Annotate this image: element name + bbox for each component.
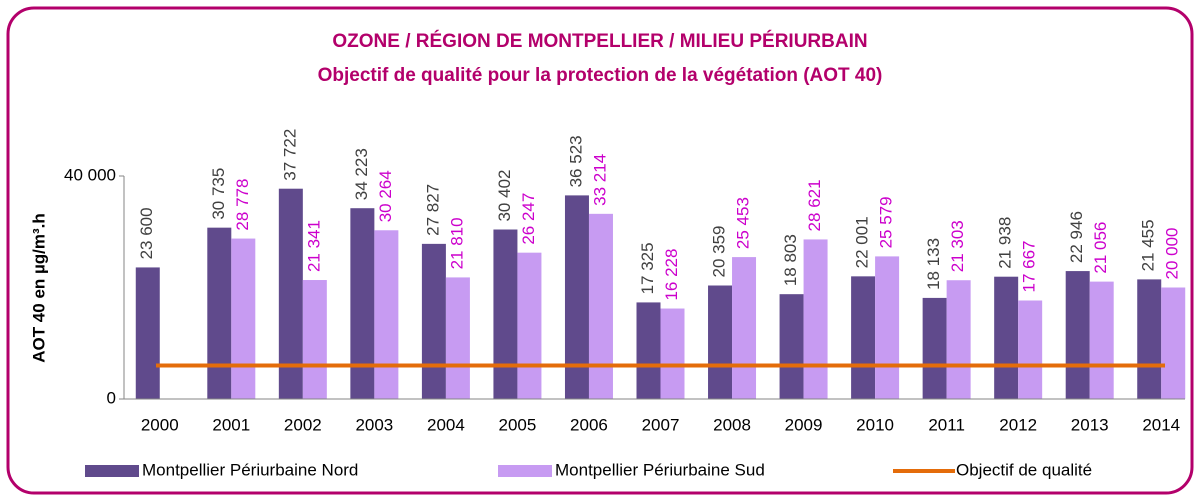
- value-label: 30 402: [495, 170, 514, 222]
- bar: [708, 285, 733, 399]
- bar: [588, 213, 613, 399]
- value-label: 23 600: [137, 207, 156, 259]
- value-label: 21 455: [1139, 219, 1158, 271]
- bar: [517, 252, 542, 399]
- value-label: 18 133: [924, 238, 943, 290]
- bar: [207, 227, 232, 399]
- bar: [350, 208, 375, 399]
- value-label: 20 000: [1163, 228, 1182, 280]
- x-tick-label: 2005: [499, 415, 537, 434]
- value-label: 34 223: [352, 148, 371, 200]
- legend-swatch: [498, 465, 552, 477]
- value-label: 21 810: [447, 217, 466, 269]
- x-tick-label: 2012: [999, 415, 1037, 434]
- x-tick-label: 2007: [642, 415, 680, 434]
- x-tick-label: 2011: [928, 415, 965, 434]
- bar: [994, 276, 1019, 399]
- x-tick-label: 2002: [284, 415, 322, 434]
- value-label: 36 523: [566, 135, 585, 187]
- bar: [564, 195, 589, 399]
- y-axis-label: AOT 40 en µg/m³.h: [29, 213, 48, 363]
- bar: [135, 267, 160, 399]
- chart-title: OZONE / RÉGION DE MONTPELLIER / MILIEU P…: [332, 30, 867, 52]
- value-label: 26 247: [519, 193, 538, 245]
- value-label: 18 803: [781, 234, 800, 286]
- value-label: 21 341: [304, 220, 323, 272]
- bar: [636, 302, 661, 399]
- value-label: 20 359: [710, 225, 729, 277]
- bar: [1018, 300, 1043, 399]
- value-label: 17 325: [638, 242, 657, 294]
- bar: [445, 277, 470, 399]
- value-label: 25 453: [734, 197, 753, 249]
- x-tick-label: 2014: [1142, 415, 1180, 434]
- y-tick-label: 40 000: [64, 165, 116, 184]
- bar: [1137, 279, 1162, 399]
- x-tick-label: 2004: [427, 415, 465, 434]
- value-label: 22 946: [1067, 211, 1086, 263]
- legend-label: Montpellier Périurbaine Nord: [142, 460, 358, 479]
- value-label: 21 303: [948, 220, 967, 272]
- bar: [851, 276, 876, 399]
- x-tick-label: 2010: [856, 415, 894, 434]
- bar: [660, 308, 685, 399]
- bar: [302, 280, 327, 399]
- value-label: 30 264: [376, 170, 395, 222]
- bar: [732, 257, 757, 399]
- x-tick-label: 2008: [713, 415, 751, 434]
- chart-subtitle: Objectif de qualité pour la protection d…: [318, 65, 883, 86]
- legend-label: Objectif de qualité: [956, 460, 1092, 479]
- y-tick-label: 0: [107, 388, 116, 407]
- x-tick-label: 2009: [785, 415, 823, 434]
- value-label: 30 735: [209, 168, 228, 220]
- value-label: 37 722: [280, 129, 299, 181]
- bar: [493, 229, 518, 399]
- value-label: 21 056: [1091, 222, 1110, 274]
- value-label: 16 228: [662, 249, 681, 301]
- bar: [779, 294, 804, 399]
- bar: [922, 297, 947, 399]
- bar: [1089, 281, 1114, 399]
- bar: [875, 256, 900, 399]
- x-tick-label: 2013: [1071, 415, 1109, 434]
- x-tick-label: 2001: [212, 415, 250, 434]
- x-tick-label: 2003: [355, 415, 393, 434]
- value-label: 28 778: [233, 179, 252, 231]
- bar: [803, 239, 828, 399]
- bar: [1065, 271, 1090, 399]
- legend-label: Montpellier Périurbaine Sud: [555, 460, 765, 479]
- bar: [1161, 287, 1186, 399]
- x-tick-label: 2006: [570, 415, 608, 434]
- value-label: 25 579: [877, 196, 896, 248]
- value-label: 22 001: [853, 216, 872, 268]
- value-label: 33 214: [590, 154, 609, 206]
- bar: [946, 280, 971, 399]
- legend-swatch: [85, 465, 139, 477]
- value-label: 21 938: [996, 217, 1015, 269]
- value-label: 17 667: [1020, 241, 1039, 293]
- bar: [421, 243, 446, 399]
- x-tick-label: 2000: [141, 415, 179, 434]
- value-label: 27 827: [423, 184, 442, 236]
- value-label: 28 621: [805, 179, 824, 231]
- bar: [231, 238, 256, 399]
- bar: [374, 230, 399, 399]
